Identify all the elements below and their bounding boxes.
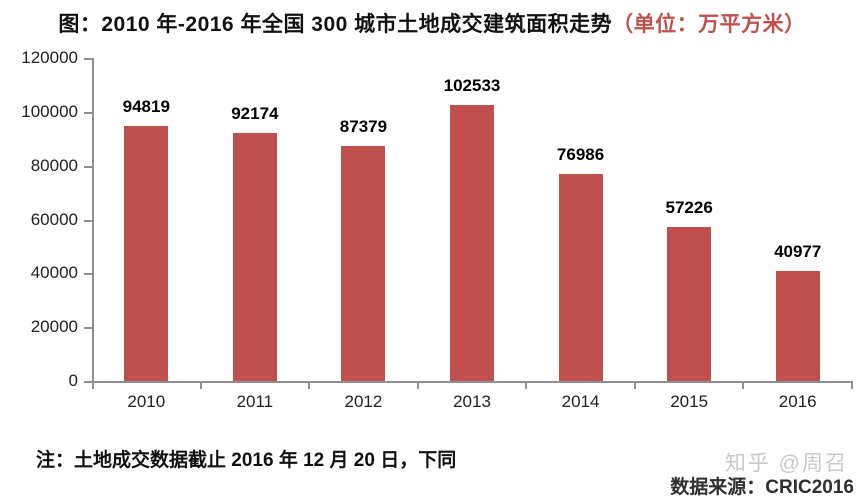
data-source: 数据来源：CRIC2016 — [670, 477, 854, 498]
x-axis-tick — [199, 381, 202, 389]
chart-title-main: 图：2010 年-2016 年全国 300 城市土地成交建筑面积走势 — [58, 13, 613, 36]
x-tick-label-2013: 2013 — [453, 392, 491, 411]
bar-2015 — [667, 226, 712, 381]
bar-2014 — [558, 173, 603, 381]
y-axis-tick — [84, 327, 92, 330]
x-tick-label-2014: 2014 — [561, 392, 600, 411]
bar-2016 — [775, 270, 820, 381]
bar-value-label-2010: 94819 — [122, 96, 170, 116]
bar-value-label-2016: 40977 — [774, 241, 822, 261]
x-axis-tick — [308, 381, 311, 389]
y-axis — [92, 58, 94, 383]
y-axis-tick — [84, 111, 92, 114]
x-axis-tick — [416, 381, 419, 389]
bar-2012 — [341, 145, 386, 381]
y-tick-label: 20000 — [30, 317, 78, 337]
bar-2011 — [232, 132, 277, 381]
bar-value-label-2011: 92174 — [231, 103, 279, 123]
x-axis-tick — [525, 381, 528, 389]
y-axis-tick — [84, 58, 92, 60]
x-axis — [92, 381, 852, 383]
y-tick-label: 40000 — [30, 263, 78, 283]
x-axis-tick — [92, 381, 94, 389]
y-tick-label: 60000 — [30, 209, 78, 229]
x-tick-label-2012: 2012 — [344, 392, 383, 411]
chart-title: 图：2010 年-2016 年全国 300 城市土地成交建筑面积走势（单位：万平… — [0, 8, 864, 38]
x-axis-tick — [633, 381, 636, 389]
y-tick-label: 80000 — [30, 155, 78, 175]
y-axis-tick — [84, 273, 92, 276]
footnote: 注：土地成交数据截止 2016 年 12 月 20 日，下同 — [36, 450, 457, 471]
x-tick-label-2011: 2011 — [236, 392, 274, 411]
y-axis-tick — [84, 219, 92, 222]
x-tick-label-2016: 2016 — [778, 392, 817, 411]
bar-2013 — [450, 105, 494, 381]
bar-value-label-2014: 76986 — [556, 144, 605, 164]
y-axis-tick — [84, 381, 92, 383]
y-axis-tick — [84, 165, 92, 168]
y-tick-label: 100000 — [21, 101, 78, 121]
bar-2010 — [124, 125, 169, 381]
y-tick-label: 120000 — [21, 48, 78, 67]
x-axis-tick — [742, 381, 745, 389]
chart-title-unit: （单位：万平方米） — [612, 13, 806, 36]
watermark: 知乎 @周召 — [724, 452, 848, 475]
x-axis-tick — [851, 381, 853, 389]
x-tick-label-2010: 2010 — [127, 392, 166, 411]
bar-value-label-2013: 102533 — [443, 76, 501, 95]
y-tick-label: 0 — [68, 371, 78, 390]
x-tick-label-2015: 2015 — [670, 392, 709, 411]
bar-value-label-2015: 57226 — [665, 197, 713, 217]
bar-value-label-2012: 87379 — [339, 116, 388, 136]
